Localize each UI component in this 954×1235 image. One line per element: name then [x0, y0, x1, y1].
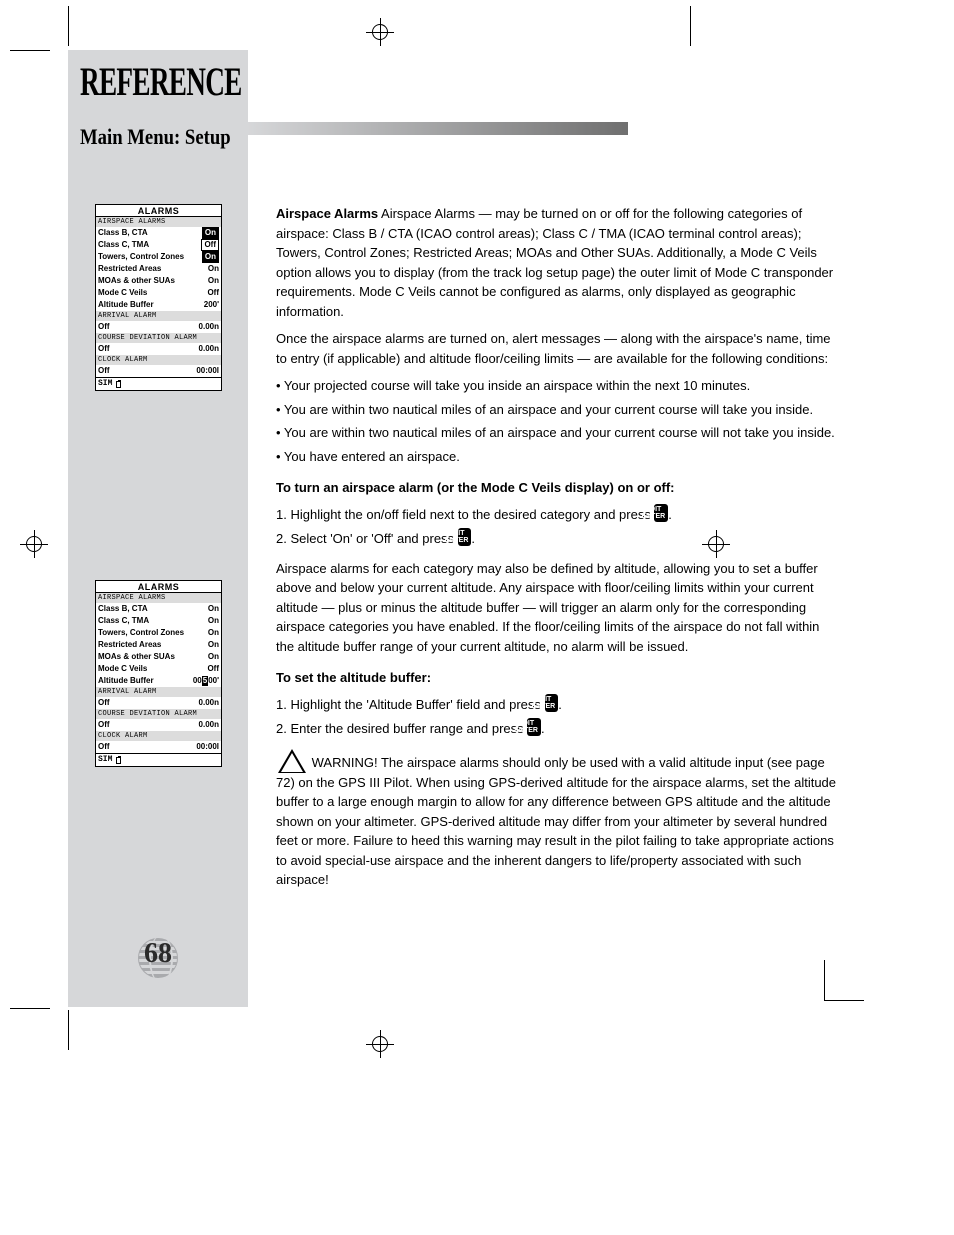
body-paragraph: Once the airspace alarms are turned on, …: [276, 329, 836, 368]
lcd-row: Class B, CTAOn: [96, 603, 221, 615]
subtitle-gradient-bar: [248, 122, 628, 135]
warning-text: WARNING! The airspace alarms should only…: [276, 755, 836, 888]
lcd-section-header: CLOCK ALARM: [96, 355, 221, 365]
bullet-item: • You are within two nautical miles of a…: [276, 423, 836, 443]
lcd-row: Class C, TMAOn: [96, 615, 221, 627]
lcd-row: MOAs & other SUAsOn: [96, 275, 221, 287]
lcd-section-header: AIRSPACE ALARMS: [96, 593, 221, 603]
lcd-section-header: ARRIVAL ALARM: [96, 311, 221, 321]
lcd-row: Towers, Control ZonesOn: [96, 251, 221, 263]
lcd-row: Mode C VeilsOff: [96, 663, 221, 675]
lcd-row-label: Restricted Areas: [98, 639, 161, 651]
lcd-row-label: Off: [98, 343, 110, 355]
lcd-section-header: COURSE DEVIATION ALARM: [96, 333, 221, 343]
lcd-row-label: Class C, TMA: [98, 239, 149, 251]
step-text: 2. Enter the desired buffer range and pr…: [276, 721, 527, 736]
instruction-step: 1. Highlight the 'Altitude Buffer' field…: [276, 694, 836, 715]
lcd-row-label: Class B, CTA: [98, 603, 148, 615]
lcd-section-header: ARRIVAL ALARM: [96, 687, 221, 697]
edit-enter-key-icon: EDITENTER: [654, 504, 668, 522]
lcd-row-label: Off: [98, 697, 110, 709]
lcd-row: Class B, CTAOn: [96, 227, 221, 239]
step-text: 2. Select 'On' or 'Off' and press: [276, 531, 458, 546]
lcd-row: Off0.00n: [96, 697, 221, 709]
lcd-row-label: Off: [98, 741, 110, 753]
lcd-row: Off0.00n: [96, 719, 221, 731]
lcd-row-label: Off: [98, 365, 110, 377]
body-paragraph: Airspace Alarms Airspace Alarms — may be…: [276, 204, 836, 321]
edit-enter-key-icon: EDITENTER: [545, 694, 559, 712]
lcd-title: ALARMS: [96, 205, 221, 217]
lcd-row: Restricted AreasOn: [96, 639, 221, 651]
step-text: 1. Highlight the 'Altitude Buffer' field…: [276, 697, 545, 712]
lcd-row-label: Altitude Buffer: [98, 675, 154, 687]
step-text: 1. Highlight the on/off field next to th…: [276, 507, 654, 522]
lcd-row: Class C, TMAOff: [96, 239, 221, 251]
instruction-heading: To set the altitude buffer:: [276, 668, 836, 688]
body-content: Airspace Alarms Airspace Alarms — may be…: [276, 204, 836, 898]
lcd-row: Towers, Control ZonesOn: [96, 627, 221, 639]
lcd-row: Off00:00l: [96, 741, 221, 753]
page-subtitle: Main Menu: Setup: [80, 124, 231, 150]
lcd-status-bar: SIM: [96, 753, 221, 766]
edit-enter-key-icon: EDITENTER: [458, 528, 472, 546]
lcd-row: Mode C VeilsOff: [96, 287, 221, 299]
lcd-figure-top: ALARMSAIRSPACE ALARMSClass B, CTAOnClass…: [95, 204, 222, 391]
warning-triangle-icon: [278, 749, 306, 773]
lcd-row: Altitude Buffer200': [96, 299, 221, 311]
lcd-row-label: Class B, CTA: [98, 227, 148, 239]
lcd-status-text: SIM: [98, 754, 112, 766]
lcd-row-label: Mode C Veils: [98, 663, 147, 675]
lcd-row-label: Towers, Control Zones: [98, 251, 184, 263]
page-number: 68: [122, 938, 194, 970]
registration-mark: [366, 1030, 394, 1058]
lcd-row: Off0.00n: [96, 321, 221, 333]
lcd-row-label: Off: [98, 321, 110, 333]
registration-mark: [20, 530, 48, 558]
lcd-row-label: MOAs & other SUAs: [98, 275, 175, 287]
lcd-row-label: Restricted Areas: [98, 263, 161, 275]
crop-mark: [68, 1010, 69, 1050]
lcd-row-label: Towers, Control Zones: [98, 627, 184, 639]
lcd-figure-bottom: ALARMSAIRSPACE ALARMSClass B, CTAOnClass…: [95, 580, 222, 767]
lcd-status-text: SIM: [98, 378, 112, 390]
lcd-section-header: COURSE DEVIATION ALARM: [96, 709, 221, 719]
lcd-row-label: Mode C Veils: [98, 287, 147, 299]
lcd-row: Altitude Buffer00500': [96, 675, 221, 687]
crop-mark: [10, 50, 50, 51]
instruction-step: 2. Enter the desired buffer range and pr…: [276, 718, 836, 739]
body-text: Airspace Alarms — may be turned on or of…: [276, 206, 833, 319]
bullet-item: • Your projected course will take you in…: [276, 376, 836, 396]
warning-paragraph: WARNING! The airspace alarms should only…: [276, 749, 836, 890]
body-paragraph: Airspace alarms for each category may al…: [276, 559, 836, 657]
sidebar-background: [68, 50, 248, 1007]
crop-mark: [690, 6, 691, 46]
lcd-row: Off00:00l: [96, 365, 221, 377]
crop-mark: [68, 6, 69, 46]
bullet-item: • You are within two nautical miles of a…: [276, 400, 836, 420]
lcd-status-bar: SIM: [96, 377, 221, 390]
lcd-row-label: Class C, TMA: [98, 615, 149, 627]
crop-mark: [10, 1008, 50, 1009]
lcd-row-label: MOAs & other SUAs: [98, 651, 175, 663]
instruction-heading: To turn an airspace alarm (or the Mode C…: [276, 478, 836, 498]
lcd-row-label: Altitude Buffer: [98, 299, 154, 311]
instruction-step: 1. Highlight the on/off field next to th…: [276, 504, 836, 525]
battery-icon: [116, 757, 121, 764]
lcd-row: Restricted AreasOn: [96, 263, 221, 275]
lcd-row: Off0.00n: [96, 343, 221, 355]
instruction-step: 2. Select 'On' or 'Off' and press EDITEN…: [276, 528, 836, 549]
lcd-row-label: Off: [98, 719, 110, 731]
lcd-section-header: CLOCK ALARM: [96, 731, 221, 741]
lcd-row: MOAs & other SUAsOn: [96, 651, 221, 663]
edit-enter-key-icon: EDITENTER: [527, 718, 541, 736]
lcd-section-header: AIRSPACE ALARMS: [96, 217, 221, 227]
bullet-item: • You have entered an airspace.: [276, 447, 836, 467]
battery-icon: [116, 381, 121, 388]
registration-mark: [366, 18, 394, 46]
page-title: REFERENCE: [80, 58, 242, 105]
page-number-badge: 68: [122, 920, 194, 992]
lcd-title: ALARMS: [96, 581, 221, 593]
